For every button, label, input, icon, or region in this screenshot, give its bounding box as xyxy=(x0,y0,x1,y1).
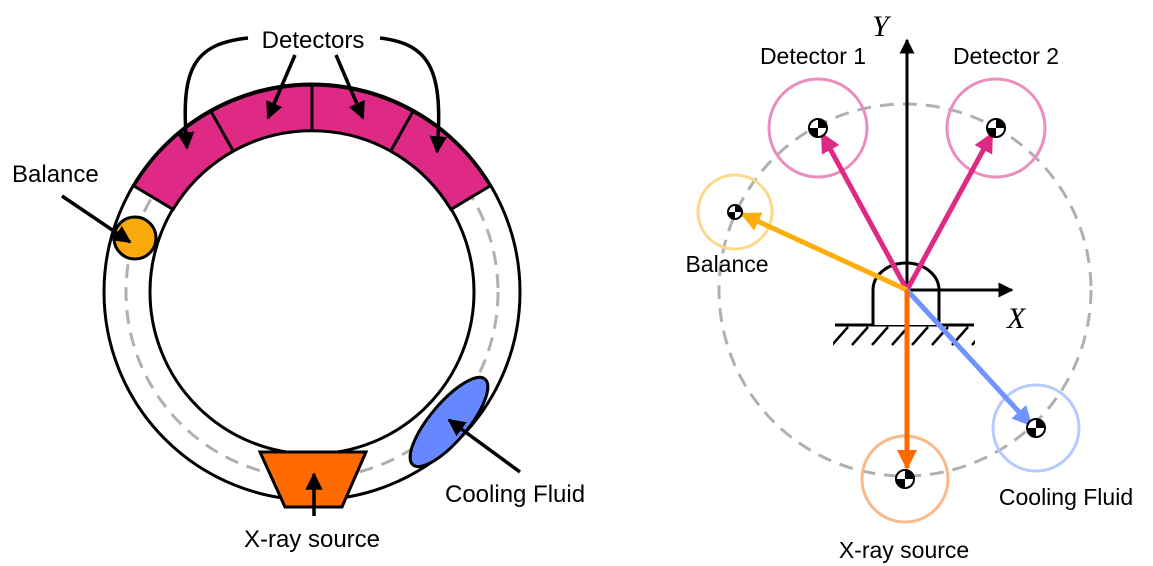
cooling-fluid-label: Cooling Fluid xyxy=(445,481,585,508)
balance-region xyxy=(696,173,774,251)
detector-array xyxy=(131,83,493,212)
com-marker-detector-2 xyxy=(986,118,1006,138)
detectors-arrow xyxy=(334,54,365,120)
x-axis-label: X xyxy=(1006,302,1027,335)
detector-1-label: Detector 1 xyxy=(760,43,866,69)
balance-vector xyxy=(740,211,909,293)
detector-1-region xyxy=(767,77,869,179)
com-marker-detector-1 xyxy=(808,118,828,138)
xray-source-label: X-ray source xyxy=(839,537,969,563)
detectors-label: Detectors xyxy=(262,27,365,54)
balance-label: Balance xyxy=(12,161,99,188)
cooling-fluid-label: Cooling Fluid xyxy=(999,484,1133,510)
kinematic-diagram: Y X Detector 1 Detector 2 Balance X-ray … xyxy=(685,10,1133,563)
balance-arrow xyxy=(61,194,132,244)
balance-label: Balance xyxy=(685,251,768,277)
cooling-fluid-vector xyxy=(905,288,1033,427)
detector-divider xyxy=(209,109,235,152)
gantry-diagram: Detectors Balance X-ray source Cooling F… xyxy=(12,27,585,553)
cooling-fluid-arrow xyxy=(447,418,522,474)
balance-weight xyxy=(112,215,158,261)
xray-source-label: X-ray source xyxy=(244,526,380,553)
detector-2-region xyxy=(945,77,1047,179)
detector-2-vector xyxy=(904,132,995,292)
y-axis-label: Y xyxy=(872,10,892,43)
detector-1-vector xyxy=(819,132,910,292)
com-marker-cooling-fluid xyxy=(1026,418,1046,438)
detectors-arrow xyxy=(176,36,249,150)
detectors-arrow xyxy=(266,54,297,120)
detector-divider xyxy=(389,109,415,152)
detectors-arrow xyxy=(379,36,448,154)
ground-support xyxy=(833,261,975,346)
com-marker-xray-source xyxy=(895,469,915,489)
orbit-dashed-circle xyxy=(717,102,1093,478)
com-marker-balance xyxy=(727,204,743,220)
detector-2-label: Detector 2 xyxy=(953,43,1059,69)
cooling-fluid-region xyxy=(991,383,1081,473)
